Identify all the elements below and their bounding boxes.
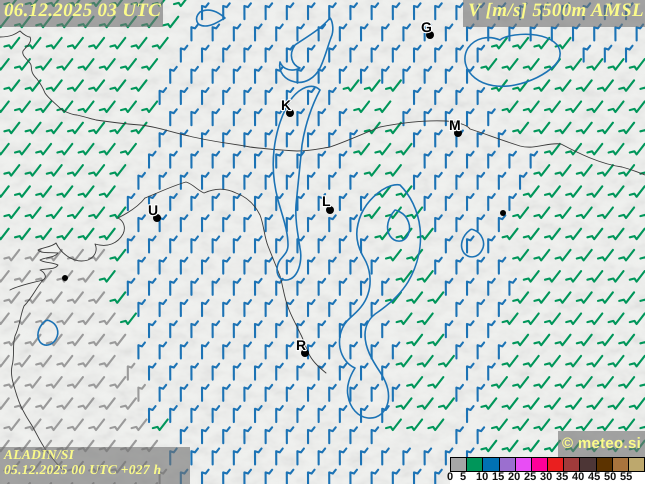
- svg-text:L: L: [322, 193, 331, 209]
- svg-text:K: K: [281, 97, 291, 113]
- svg-text:M: M: [449, 117, 461, 133]
- svg-text:R: R: [296, 337, 306, 353]
- svg-text:G: G: [421, 19, 432, 35]
- svg-text:U: U: [148, 202, 158, 218]
